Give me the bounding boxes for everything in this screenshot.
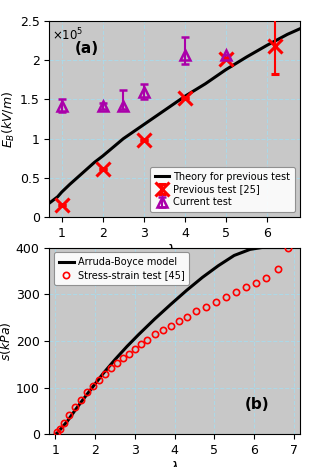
Stress-strain test [45] [85,389,89,395]
Theory for previous test [48,200,51,206]
Stress-strain test [45] [286,246,290,251]
Line: Stress-strain test [45]: Stress-strain test [45] [54,245,291,436]
Stress-strain test [45] [58,426,62,432]
Stress-strain test [45] [234,289,238,295]
Theory for previous test [68,181,72,187]
Arruda-Boyce model [260,245,264,250]
Stress-strain test [45] [185,314,188,319]
Stress-strain test [45] [91,383,95,389]
Arruda-Boyce model [89,386,93,392]
Stress-strain test [45] [62,420,66,425]
Arruda-Boyce model [216,263,220,269]
Arruda-Boyce model [57,428,61,433]
Y-axis label: $E_B(kV/m)$: $E_B(kV/m)$ [1,91,17,148]
Stress-strain test [45] [264,275,268,281]
Theory for previous test [39,206,43,212]
Stress-strain test [45] [121,355,125,361]
Arruda-Boyce model [248,247,252,252]
Line: Arruda-Boyce model: Arruda-Boyce model [55,248,288,434]
Arruda-Boyce model [113,357,117,362]
Theory for previous test [56,194,60,199]
Theory for previous test [80,170,84,176]
Arruda-Boyce model [280,245,284,250]
Arruda-Boyce model [74,407,77,413]
Arruda-Boyce model [185,288,188,293]
Theory for previous test [101,153,105,159]
Theory for previous test [142,122,146,127]
Theory for previous test [163,108,166,113]
Stress-strain test [45] [254,280,258,285]
Stress-strain test [45] [276,267,280,272]
Stress-strain test [45] [205,304,208,310]
Text: (b): (b) [245,397,269,412]
Line: Theory for previous test: Theory for previous test [41,29,300,209]
Theory for previous test [224,67,228,72]
X-axis label: $\lambda$: $\lambda$ [170,460,179,467]
Theory for previous test [265,42,269,48]
Stress-strain test [45] [109,365,113,371]
Theory for previous test [298,26,302,32]
Arruda-Boyce model [53,432,57,437]
Text: (a): (a) [74,41,99,56]
Stress-strain test [45] [139,341,143,347]
Arruda-Boyce model [201,275,204,280]
Arruda-Boyce model [81,396,85,402]
Arruda-Boyce model [286,245,290,250]
Arruda-Boyce model [232,253,236,258]
Stress-strain test [45] [161,327,164,333]
Stress-strain test [45] [67,412,71,417]
Theory for previous test [204,81,207,86]
Stress-strain test [45] [97,377,101,382]
Stress-strain test [45] [195,309,198,314]
Stress-strain test [45] [56,430,59,435]
Theory for previous test [286,32,289,37]
Theory for previous test [60,189,64,195]
Stress-strain test [45] [103,371,107,376]
Arruda-Boyce model [153,316,157,322]
Stress-strain test [45] [133,346,137,352]
Stress-strain test [45] [115,360,119,366]
Stress-strain test [45] [127,351,131,356]
Y-axis label: $s(kPa)$: $s(kPa)$ [0,321,13,361]
Stress-strain test [45] [224,294,228,300]
Theory for previous test [121,136,125,142]
Text: $\times 10^5$: $\times 10^5$ [52,27,83,43]
Theory for previous test [244,54,248,60]
Theory for previous test [93,159,96,165]
Arruda-Boyce model [101,371,105,376]
Stress-strain test [45] [177,318,180,324]
Stress-strain test [45] [79,397,83,403]
Stress-strain test [45] [214,299,218,305]
Arruda-Boyce model [272,245,276,250]
Arruda-Boyce model [137,332,141,337]
Arruda-Boyce model [169,302,172,307]
Stress-strain test [45] [153,332,157,337]
Legend: Theory for previous test, Previous test [25], Current test: Theory for previous test, Previous test … [150,167,295,212]
Stress-strain test [45] [145,337,149,342]
Theory for previous test [183,93,187,99]
Arruda-Boyce model [125,344,129,349]
X-axis label: $\lambda_p$: $\lambda_p$ [166,243,183,262]
Stress-strain test [45] [74,404,77,410]
Stress-strain test [45] [169,323,172,329]
Arruda-Boyce model [61,423,65,429]
Legend: Arruda-Boyce model, Stress-strain test [45]: Arruda-Boyce model, Stress-strain test [… [54,252,189,285]
Arruda-Boyce model [66,418,69,424]
Arruda-Boyce model [56,430,59,436]
Stress-strain test [45] [244,284,248,290]
